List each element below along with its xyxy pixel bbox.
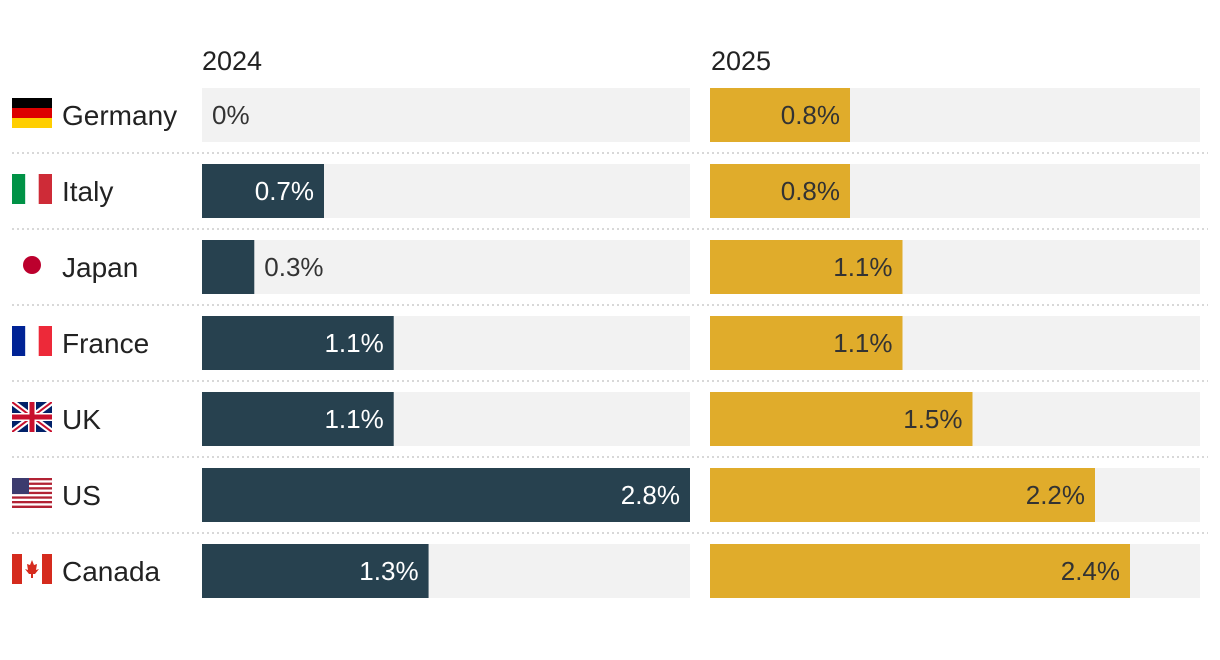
bar-2025-japan [710, 240, 903, 294]
italy-flag-icon [12, 174, 52, 204]
bar-2025-france [710, 316, 903, 370]
country-label-italy: Italy [62, 176, 113, 207]
country-label-germany: Germany [62, 100, 177, 131]
japan-flag-icon [12, 250, 52, 280]
bar-2025-canada [710, 544, 1130, 598]
bar-2024-france [202, 316, 394, 370]
data-label-2025-us: 2.2% [1026, 480, 1085, 510]
data-label-2024-canada: 1.3% [359, 556, 418, 586]
us-flag-icon [12, 478, 52, 508]
data-label-2025-germany: 0.8% [781, 100, 840, 130]
bar-2024-japan [202, 240, 255, 294]
uk-flag-icon [12, 402, 52, 432]
bar-2025-germany [710, 88, 850, 142]
bar-2024-uk [202, 392, 394, 446]
data-label-2024-france: 1.1% [324, 328, 383, 358]
canada-flag-icon [12, 554, 52, 584]
bar-track-2024-germany [202, 88, 690, 142]
country-label-france: France [62, 328, 149, 359]
country-label-japan: Japan [62, 252, 138, 283]
bar-2025-us [710, 468, 1095, 522]
year-header-2024: 2024 [202, 46, 262, 76]
data-label-2025-france: 1.1% [833, 328, 892, 358]
country-labels: Germany Italy Japan France UK US Canada [62, 100, 177, 587]
year-header-2025: 2025 [711, 46, 771, 76]
bar-2025-uk [710, 392, 973, 446]
data-label-2025-italy: 0.8% [781, 176, 840, 206]
bar-2024-italy [202, 164, 324, 218]
france-flag-icon [12, 326, 52, 356]
bar-2024-us [202, 468, 690, 522]
bar-2025-italy [710, 164, 850, 218]
data-label-2025-canada: 2.4% [1061, 556, 1120, 586]
data-label-2024-japan: 0.3% [264, 252, 323, 282]
data-label-2024-germany: 0% [212, 100, 250, 130]
country-label-canada: Canada [62, 556, 161, 587]
row-dividers [12, 152, 1208, 534]
data-label-2024-us: 2.8% [621, 480, 680, 510]
data-label-2025-japan: 1.1% [833, 252, 892, 282]
bar-track-2024-japan [202, 240, 690, 294]
data-label-2024-uk: 1.1% [324, 404, 383, 434]
country-label-us: US [62, 480, 101, 511]
data-label-2025-uk: 1.5% [903, 404, 962, 434]
bars-layer: 0% 0.7% 0.3% 1.1% 1.1% 2.8% 1.3% 0.8% 0.8% 1.1% 1.… [202, 88, 1200, 598]
bar-2024-canada [202, 544, 429, 598]
country-label-uk: UK [62, 404, 101, 435]
germany-flag-icon [12, 98, 52, 128]
data-label-2024-italy: 0.7% [255, 176, 314, 206]
